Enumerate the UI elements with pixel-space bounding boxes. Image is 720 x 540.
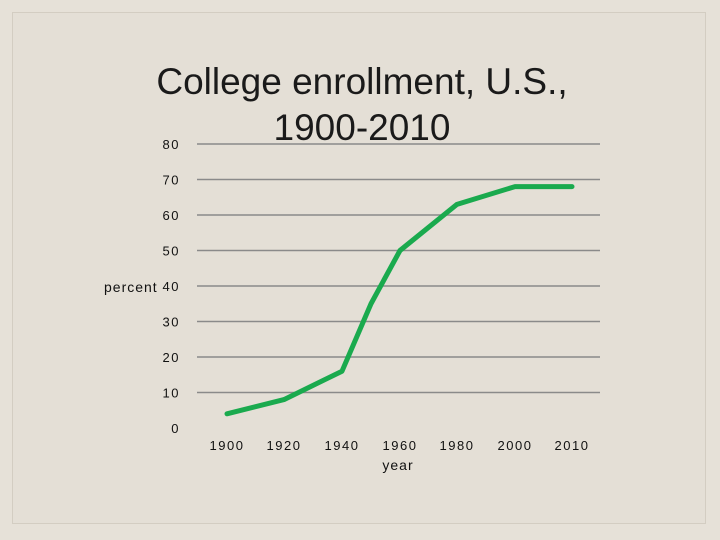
y-tick-label: 50 (163, 244, 180, 259)
x-tick-label: 2000 (498, 438, 533, 453)
y-tick-label: 70 (163, 173, 180, 188)
enrollment-line (224, 184, 575, 417)
y-tick-label: 10 (163, 386, 180, 401)
y-tick-label: 60 (163, 208, 180, 223)
gridlines (197, 143, 600, 394)
x-tick-label: 2010 (555, 438, 590, 453)
y-tick-label: 40 (163, 279, 180, 294)
x-tick-label: 1960 (383, 438, 418, 453)
x-tick-label: 1940 (325, 438, 360, 453)
y-axis-ticks: 0 10 20 30 40 50 60 70 80 (163, 137, 180, 436)
y-tick-label: 0 (171, 421, 180, 436)
y-axis-label: percent (104, 279, 158, 295)
slide-background (12, 12, 706, 524)
series-layer (224, 184, 575, 417)
chart-title-line2: 1900-2010 (274, 107, 451, 148)
x-axis-ticks: 1900 1920 1940 1960 1980 2000 2010 (210, 438, 590, 453)
chart-title-line1: College enrollment, U.S., (156, 61, 567, 102)
y-tick-label: 80 (163, 137, 180, 152)
x-axis-label: year (382, 457, 413, 473)
y-tick-label: 20 (163, 350, 180, 365)
y-tick-label: 30 (163, 315, 180, 330)
x-tick-label: 1900 (210, 438, 245, 453)
x-tick-label: 1920 (267, 438, 302, 453)
x-tick-label: 1980 (440, 438, 475, 453)
